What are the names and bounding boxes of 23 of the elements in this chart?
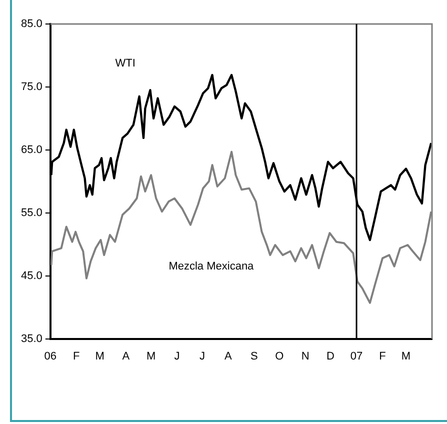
text: WTI bbox=[115, 57, 136, 70]
y-tick-label: 45.0 bbox=[20, 270, 42, 282]
x-tick-label: N bbox=[301, 350, 310, 362]
series-label: Mezcla Mexicana bbox=[168, 260, 255, 272]
x-tick-label: 06 bbox=[44, 350, 57, 362]
x-tick-label: 07 bbox=[350, 350, 363, 362]
x-tick-label: M bbox=[146, 350, 156, 362]
y-tick-label: 65.0 bbox=[20, 144, 42, 156]
y-tick-label: 75.0 bbox=[20, 80, 42, 93]
x-tick-label: J bbox=[174, 350, 180, 362]
x-tick-label: O bbox=[275, 350, 284, 362]
x-tick-label: A bbox=[122, 350, 130, 362]
x-tick-label: J bbox=[199, 350, 205, 362]
x-tick-label: F bbox=[73, 350, 80, 362]
x-tick-label: S bbox=[250, 350, 258, 362]
x-tick-label: F bbox=[379, 350, 386, 362]
y-tick-label: 85.0 bbox=[20, 18, 42, 30]
y-tick-label: 55.0 bbox=[20, 206, 42, 219]
x-tick-label: A bbox=[224, 350, 233, 362]
y-tick-label: 35.0 bbox=[20, 332, 42, 345]
x-tick-label: M bbox=[95, 350, 104, 362]
x-tick-label: M bbox=[401, 350, 411, 362]
x-tick-label: D bbox=[326, 350, 335, 362]
